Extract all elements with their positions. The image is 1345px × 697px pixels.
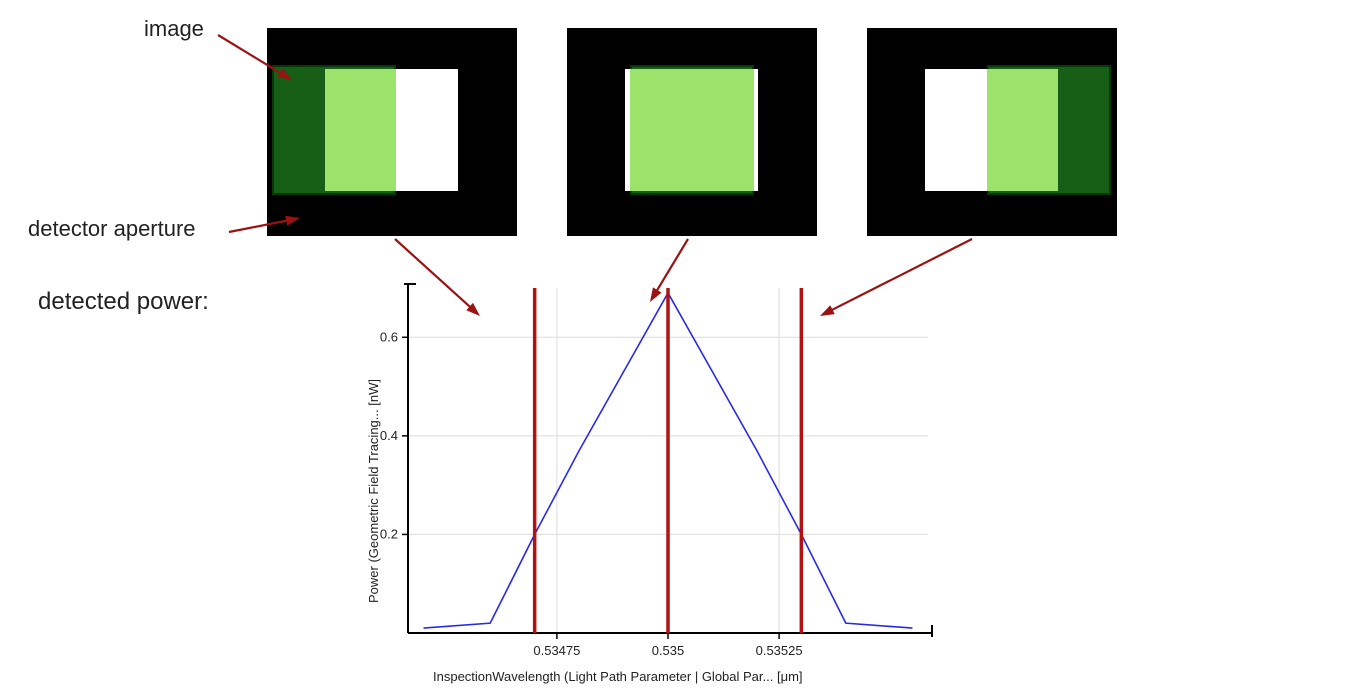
stage: image detector aperture detected power: … xyxy=(0,0,1345,697)
arrow-left-to-chart xyxy=(395,239,474,310)
arrow-image-label xyxy=(218,35,285,76)
arrow-aperture-label xyxy=(229,220,292,232)
arrow-layer xyxy=(0,0,1345,697)
arrow-image-label-head xyxy=(277,68,292,80)
arrow-aperture-label-head xyxy=(285,216,300,226)
arrow-center-to-chart xyxy=(654,239,688,295)
arrow-right-to-chart-head xyxy=(820,305,835,316)
arrow-right-to-chart xyxy=(827,239,972,312)
arrow-center-to-chart-head xyxy=(650,287,662,302)
